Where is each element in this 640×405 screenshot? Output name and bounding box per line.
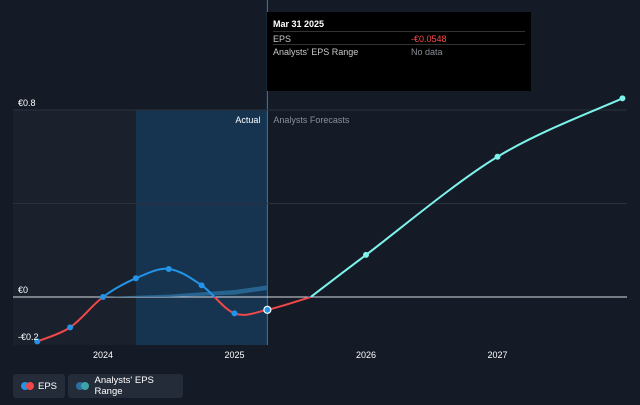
x-tick-label: 2025 [224, 350, 244, 360]
tooltip-date: Mar 31 2025 [273, 19, 325, 29]
tooltip-range-value: No data [411, 47, 443, 57]
eps-legend-icon [21, 382, 34, 390]
legend-eps-button[interactable]: EPS [13, 374, 65, 398]
x-tick-label: 2024 [93, 350, 113, 360]
tooltip-eps-label: EPS [273, 34, 292, 44]
y-tick-label: €0.8 [18, 98, 36, 108]
forecast-label: Analysts Forecasts [273, 115, 350, 125]
tooltip-range-row: Analysts' EPS Range No data [273, 44, 525, 58]
forecast-line [310, 97, 623, 298]
legend-range-button[interactable]: Analysts' EPS Range [68, 374, 183, 398]
tooltip-eps-value: -€0.0548 [411, 34, 447, 44]
x-tick-label: 2026 [356, 350, 376, 360]
actual-label: Actual [235, 115, 260, 125]
eps-line-negative [36, 297, 312, 343]
highlight-region [135, 110, 268, 345]
tooltip-eps-row: EPS -€0.0548 [273, 31, 525, 45]
eps-point [100, 294, 106, 300]
forecast-point [494, 153, 501, 160]
eps-point [67, 324, 74, 331]
tooltip: Mar 31 2025 EPS -€0.0548 Analysts' EPS R… [267, 12, 531, 91]
eps-point [34, 338, 41, 345]
eps-point-selected [263, 305, 272, 314]
eps-point [231, 310, 238, 317]
x-tick-label: 2027 [487, 350, 507, 360]
range-legend-icon [76, 382, 89, 390]
eps-point [132, 275, 139, 282]
y-tick-label: -€0.2 [18, 332, 39, 342]
legend-eps-label: EPS [37, 380, 57, 392]
eps-point [198, 282, 205, 289]
eps-point [165, 265, 172, 272]
forecast-point [619, 95, 626, 102]
legend-range-label: Analysts' EPS Range [94, 375, 154, 397]
eps-range-band [103, 285, 268, 297]
actual-region [13, 110, 136, 345]
tooltip-range-label: Analysts' EPS Range [273, 47, 359, 57]
forecast-point [363, 251, 369, 258]
y-tick-label: €0 [18, 285, 28, 295]
